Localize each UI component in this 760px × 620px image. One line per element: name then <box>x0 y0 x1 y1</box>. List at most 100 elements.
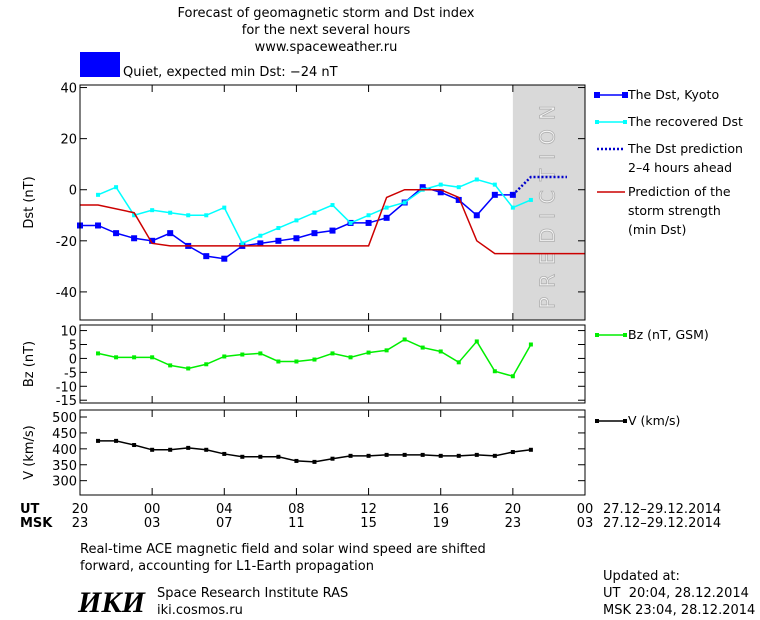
data-point <box>438 349 443 354</box>
legend-label: The recovered Dst <box>628 114 743 129</box>
url: iki.cosmos.ru <box>157 603 243 618</box>
data-point <box>150 447 155 452</box>
data-point <box>294 218 299 223</box>
data-point <box>348 220 353 225</box>
institute: Space Research Institute RAS <box>157 586 348 601</box>
legend-label: Bz (nT, GSM) <box>628 327 709 342</box>
data-point <box>330 351 335 356</box>
legend-marker <box>623 419 627 423</box>
data-point <box>491 191 498 198</box>
data-point <box>473 212 480 219</box>
plot-frame <box>79 84 586 321</box>
y-tick-label: 0 <box>69 352 77 367</box>
data-point <box>114 185 119 190</box>
data-point <box>528 342 533 347</box>
data-point <box>312 459 317 464</box>
data-point <box>204 213 209 218</box>
data-point <box>132 355 137 360</box>
legend-marker <box>595 333 599 337</box>
data-point <box>222 205 227 210</box>
legend-label: The Dst, Kyoto <box>628 87 720 102</box>
msk-label: MSK <box>20 516 53 531</box>
data-point <box>492 369 497 374</box>
data-point <box>114 438 119 443</box>
data-point <box>366 213 371 218</box>
x-tick-label: 20 <box>505 502 522 517</box>
ut-label: UT <box>20 502 40 517</box>
x-tick-label: 20 <box>72 502 89 517</box>
data-point <box>474 177 479 182</box>
data-point <box>329 227 336 234</box>
data-point <box>528 197 533 202</box>
x-tick-label: 07 <box>216 516 233 531</box>
data-point <box>438 182 443 187</box>
data-point <box>312 357 317 362</box>
data-point <box>240 454 245 459</box>
legend-marker <box>595 120 599 124</box>
data-point <box>365 219 372 226</box>
legend-marker <box>623 120 627 124</box>
data-point <box>366 350 371 355</box>
data-point <box>528 447 533 452</box>
updated-ut: UT 20:04, 28.12.2014 <box>603 586 749 601</box>
data-point <box>204 362 209 367</box>
data-point <box>204 447 209 452</box>
data-point <box>510 205 515 210</box>
data-point <box>95 222 102 229</box>
plot-frame <box>79 324 586 404</box>
updated-msk: MSK 23:04, 28.12.2014 <box>603 603 755 618</box>
data-point <box>257 240 264 247</box>
updated-label: Updated at: <box>603 569 680 584</box>
data-point <box>510 374 515 379</box>
data-point <box>222 354 227 359</box>
x-tick-label: 00 <box>577 502 594 517</box>
y-tick-label: 350 <box>52 459 77 474</box>
data-point <box>384 348 389 353</box>
x-tick-label: 04 <box>216 502 233 517</box>
title-line: for the next several hours <box>242 23 411 38</box>
data-point <box>384 205 389 210</box>
data-point <box>384 452 389 457</box>
legend-marker <box>623 333 627 337</box>
data-point <box>131 235 138 242</box>
data-point <box>366 453 371 458</box>
y-tick-label: 10 <box>60 325 77 340</box>
data-point <box>276 226 281 231</box>
legend-label: The Dst prediction 2–4 hours ahead <box>628 141 743 175</box>
logo: ИКИ <box>77 586 147 619</box>
data-point <box>437 189 444 196</box>
x-tick-label: 00 <box>144 502 161 517</box>
data-point <box>132 443 137 448</box>
y-tick-label: -5 <box>64 366 77 381</box>
note-line: forward, accounting for L1-Earth propaga… <box>80 559 374 574</box>
data-point <box>258 351 263 356</box>
data-point <box>276 359 281 364</box>
data-point <box>492 453 497 458</box>
data-point <box>240 352 245 357</box>
data-point <box>420 345 425 350</box>
data-point <box>330 456 335 461</box>
y-axis-label: Bz (nT) <box>22 341 37 387</box>
data-point <box>113 230 120 237</box>
data-point <box>383 214 390 221</box>
data-point <box>186 445 191 450</box>
y-tick-label: 5 <box>69 339 77 354</box>
x-tick-label: 03 <box>577 516 594 531</box>
data-point <box>222 451 227 456</box>
legend-label: V (km/s) <box>628 413 681 428</box>
data-point <box>203 253 210 260</box>
y-tick-label: 40 <box>60 82 77 97</box>
data-point <box>114 355 119 360</box>
data-point <box>221 255 228 262</box>
data-point <box>167 230 174 237</box>
data-point <box>474 339 479 344</box>
y-axis-label: Dst (nT) <box>22 176 37 228</box>
data-point <box>258 454 263 459</box>
data-point <box>275 237 282 244</box>
data-point <box>402 200 407 205</box>
x-tick-label: 03 <box>144 516 161 531</box>
legend-marker <box>594 92 600 98</box>
data-point <box>348 453 353 458</box>
data-point <box>510 450 515 455</box>
